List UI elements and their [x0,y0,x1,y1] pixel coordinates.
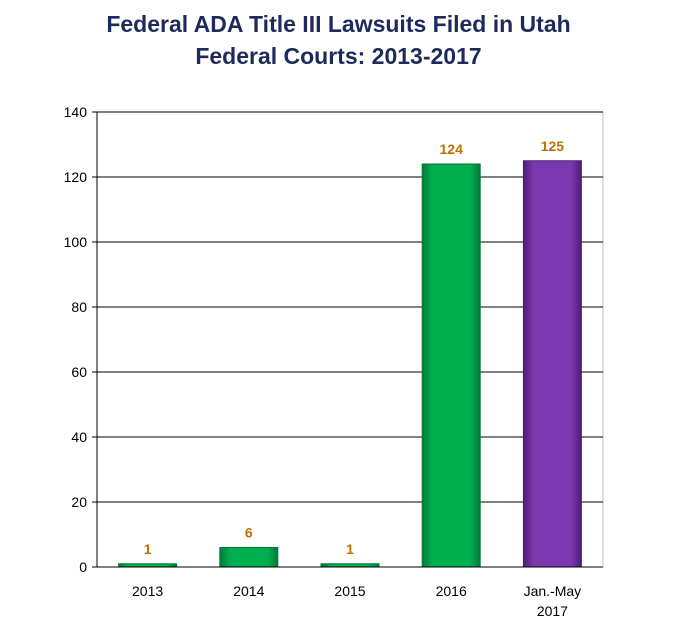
data-label: 6 [245,525,253,541]
x-tick-label: 2014 [233,583,264,599]
bars [118,160,582,568]
data-label: 1 [144,541,152,557]
data-label: 124 [440,141,464,157]
y-tick-label: 120 [64,169,88,185]
y-tick-label: 40 [71,429,87,445]
plot-area [96,111,604,568]
y-tick-label: 20 [71,494,87,510]
bar [522,160,582,568]
data-labels: 1 6 1 124 125 [144,138,565,557]
y-axis: 0 20 40 60 80 100 120 140 [64,104,98,575]
y-tick-label: 140 [64,104,88,120]
y-tick-label: 80 [71,299,87,315]
chart-title-line-2: Federal Courts: 2013-2017 [195,43,482,69]
y-tick-label: 0 [79,559,87,575]
data-label: 1 [346,541,354,557]
bar [421,163,481,568]
chart-title-line-1: Federal ADA Title III Lawsuits Filed in … [106,11,571,37]
y-tick-label: 100 [64,234,88,250]
x-tick-label-line-2: 2017 [537,603,568,619]
chart-title: Federal ADA Title III Lawsuits Filed in … [0,8,677,72]
x-axis: 2013 2014 2015 2016 Jan.-May 2017 [97,566,603,619]
gridlines [97,111,603,503]
y-tick-label: 60 [71,364,87,380]
bar [219,547,279,568]
x-tick-label: 2015 [334,583,365,599]
x-tick-label: Jan.-May [524,583,582,599]
x-tick-label: 2013 [132,583,163,599]
x-tick-label: 2016 [436,583,467,599]
data-label: 125 [541,138,565,154]
